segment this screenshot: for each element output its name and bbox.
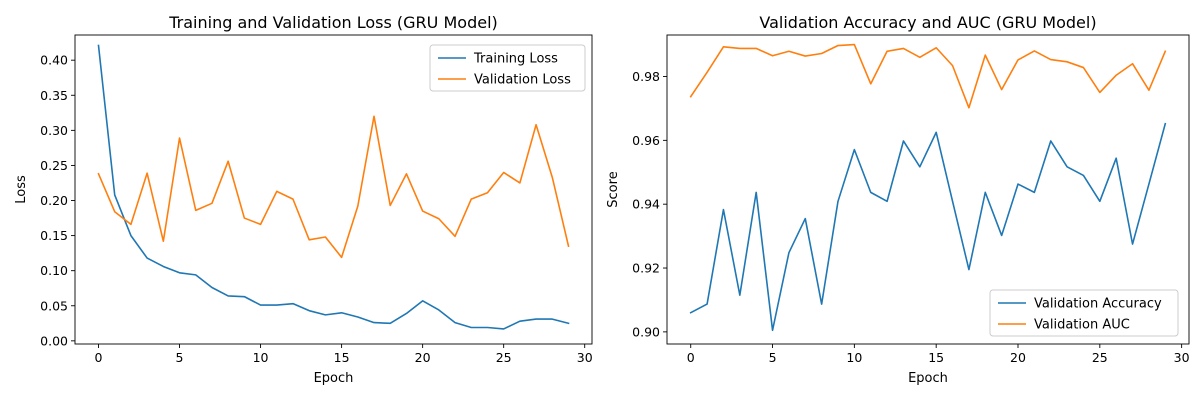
y-tick-label: 0.96 xyxy=(632,133,660,148)
x-tick-label: 15 xyxy=(334,350,350,365)
y-axis-label: Score xyxy=(606,171,621,207)
plot-frame xyxy=(666,34,1190,345)
legend: Validation Accuracy Validation AUC xyxy=(989,289,1179,337)
legend-label: Validation Loss xyxy=(474,73,571,88)
legend-box xyxy=(989,289,1179,337)
y-tick-label: 0.05 xyxy=(40,298,68,313)
x-tick-label: 20 xyxy=(1010,350,1026,365)
series-line-1 xyxy=(689,122,1167,332)
y-tick-label: 0.90 xyxy=(632,324,660,339)
x-tick-label: 5 xyxy=(769,350,777,365)
x-tick-label: 30 xyxy=(1174,350,1190,365)
charts-layer: 0 5 10 15 20 25 30 0.00 0.05 0.10 0.15 0.20 0.25 0.30… xyxy=(14,13,1190,386)
x-tick-label: 20 xyxy=(415,350,431,365)
chart-title: Validation Accuracy and AUC (GRU Model) xyxy=(759,13,1096,32)
series-line-2 xyxy=(689,43,1167,109)
legend-box xyxy=(429,44,586,92)
y-tick-label: 0.40 xyxy=(40,53,68,68)
x-tick-label: 25 xyxy=(496,350,512,365)
y-tick-label: 0.20 xyxy=(40,193,68,208)
legend-label: Validation Accuracy xyxy=(1034,297,1162,312)
y-tick-label: 0.30 xyxy=(40,123,68,138)
y-tick-label: 0.94 xyxy=(632,197,660,212)
chart-title: Training and Validation Loss (GRU Model) xyxy=(168,13,498,32)
y-tick-label: 0.15 xyxy=(40,228,68,243)
y-tick-label: 0.10 xyxy=(40,263,68,278)
x-tick-label: 15 xyxy=(928,350,944,365)
y-tick-label: 0.00 xyxy=(40,333,68,348)
legend-label: Training Loss xyxy=(473,52,558,67)
plot-frame xyxy=(74,34,593,345)
legend: Training Loss Validation Loss xyxy=(429,44,586,92)
x-tick-label: 10 xyxy=(846,350,862,365)
x-tick-label: 30 xyxy=(577,350,593,365)
x-axis-label: Epoch xyxy=(314,371,354,386)
x-tick-label: 5 xyxy=(176,350,184,365)
y-tick-label: 0.25 xyxy=(40,158,68,173)
series-line-1 xyxy=(97,44,570,330)
y-axis-label: Loss xyxy=(14,175,29,204)
chart-panel-2: 0 5 10 15 20 25 30 0.90 0.92 0.94 0.96 0.98 Validati… xyxy=(606,13,1190,386)
legend-label: Validation AUC xyxy=(1034,318,1130,333)
x-tick-label: 10 xyxy=(253,350,269,365)
chart-panel-1: 0 5 10 15 20 25 30 0.00 0.05 0.10 0.15 0.20 0.25 0.30… xyxy=(14,13,593,386)
y-tick-label: 0.92 xyxy=(632,261,660,276)
x-tick-label: 25 xyxy=(1092,350,1108,365)
x-axis-label: Epoch xyxy=(908,371,948,386)
x-tick-label: 0 xyxy=(95,350,103,365)
series-line-2 xyxy=(97,115,570,259)
y-tick-label: 0.98 xyxy=(632,69,660,84)
y-tick-label: 0.35 xyxy=(40,88,68,103)
x-tick-label: 0 xyxy=(687,350,695,365)
